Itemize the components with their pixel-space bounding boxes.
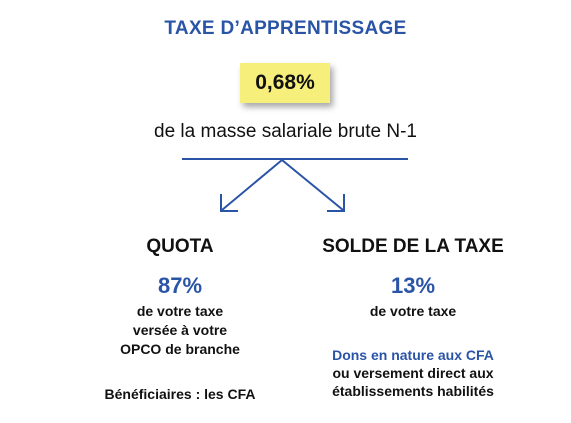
solde-options: Dons en nature aux CFA ou versement dire…: [298, 346, 528, 400]
arrow-left-head: [220, 194, 238, 212]
quota-beneficiaries: Bénéficiaires : les CFA: [104, 386, 256, 402]
infographic-title: TAXE D’APPRENTISSAGE: [164, 18, 407, 39]
solde-percent: 13%: [390, 273, 436, 298]
solde-heading: SOLDE DE LA TAXE: [322, 236, 504, 257]
quota-description: de votre taxe versée à votre OPCO de bra…: [70, 302, 290, 359]
solde-highlight: Dons en nature aux CFA: [332, 347, 494, 363]
base-label: de la masse salariale brute N-1: [154, 121, 417, 142]
solde-description: de votre taxe: [369, 303, 457, 319]
solde-rest-line: ou versement direct aux: [332, 365, 494, 381]
arrow-right-shaft: [281, 159, 344, 211]
rate-box: 0,68%: [240, 63, 330, 103]
quota-desc-line: de votre taxe: [136, 303, 224, 319]
solde-rest-line: établissements habilités: [332, 383, 494, 399]
rate-value: 0,68%: [255, 71, 315, 94]
quota-desc-line: OPCO de branche: [120, 341, 240, 357]
quota-percent: 87%: [157, 273, 203, 298]
quota-heading: QUOTA: [146, 236, 214, 257]
solde-column: SOLDE DE LA TAXE 13% de votre taxe Dons …: [298, 0, 528, 423]
quota-desc-line: versée à votre: [132, 322, 228, 338]
arrow-right-head: [327, 194, 345, 212]
quota-column: QUOTA 87% de votre taxe versée à votre O…: [70, 0, 290, 423]
arrow-left-shaft: [221, 159, 283, 211]
